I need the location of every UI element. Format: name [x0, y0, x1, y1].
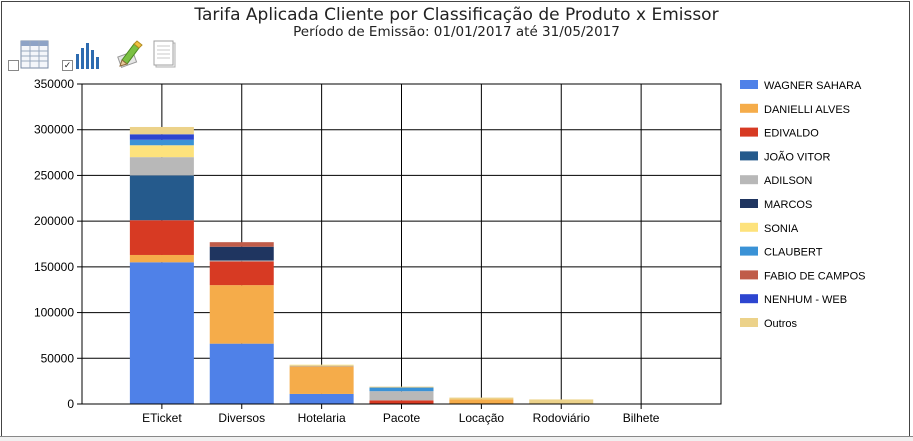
legend-label: ADILSON	[764, 175, 812, 187]
bars	[129, 126, 594, 404]
legend-label: DANIELLI ALVES	[764, 104, 850, 116]
bar-segment	[369, 400, 434, 404]
bar-segment	[529, 399, 594, 404]
legend-swatch	[740, 294, 758, 304]
bar-segment	[129, 145, 194, 158]
table-grid-icon[interactable]	[20, 40, 50, 75]
legend-swatch	[740, 222, 758, 232]
bar-segment	[449, 399, 514, 404]
x-tick-label: Locação	[459, 411, 505, 425]
legend-label: EDIVALDO	[764, 128, 819, 140]
bar-segment	[289, 364, 354, 366]
bar-segment	[129, 220, 194, 255]
bar-segment	[129, 134, 194, 140]
edit-pencil-icon[interactable]	[116, 40, 144, 73]
chart-view-checkbox[interactable]: ✓	[62, 60, 73, 71]
legend-label: JOÃO VITOR	[764, 150, 830, 163]
bar-segment	[209, 242, 274, 247]
bar-segment	[289, 366, 354, 394]
x-tick-label: ETicket	[142, 411, 182, 425]
legend-label: Outros	[764, 318, 798, 330]
bar-chart-icon[interactable]	[74, 40, 104, 75]
legend-swatch	[740, 199, 758, 208]
bar-segment	[369, 391, 434, 401]
chart-title: Tarifa Aplicada Cliente por Classificaçã…	[194, 5, 719, 25]
legend-swatch	[740, 318, 758, 327]
bar-segment	[129, 139, 194, 146]
y-tick-label: 100000	[34, 306, 74, 320]
x-tick-label: Hotelaria	[298, 411, 346, 425]
bar-segment	[369, 386, 434, 388]
y-tick-label: 250000	[34, 168, 74, 182]
bar-segment	[209, 343, 274, 404]
legend-swatch	[740, 270, 758, 280]
y-tick-label: 50000	[41, 351, 75, 365]
legend-label: CLAUBERT	[764, 247, 823, 259]
bar-segment	[449, 397, 514, 400]
bar-segment	[129, 175, 194, 221]
bar-segment	[129, 254, 194, 263]
legend-label: MARCOS	[764, 199, 812, 211]
plot-border	[81, 83, 722, 405]
table-view-checkbox[interactable]	[8, 60, 19, 71]
legend-label: FABIO DE CAMPOS	[764, 270, 865, 282]
x-tick-label: Pacote	[383, 411, 421, 425]
legend-swatch	[740, 80, 758, 89]
bar-segment	[129, 126, 194, 135]
x-tick-label: Bilhete	[623, 411, 660, 425]
bar-segment	[289, 365, 354, 367]
legend-swatch	[740, 103, 758, 113]
legend-label: SONIA	[764, 223, 799, 235]
chart-subtitle: Período de Emissão: 01/01/2017 até 31/05…	[293, 24, 620, 40]
axes: 0 50000 100000 150000 200000 250000 300000 3500…	[34, 77, 722, 425]
document-icon[interactable]	[152, 40, 180, 75]
bar-segment	[289, 393, 354, 404]
bar-segment	[209, 285, 274, 344]
bar-segment	[209, 261, 274, 286]
legend-swatch	[740, 246, 758, 256]
y-tick-label: 350000	[34, 77, 74, 91]
bar-segment	[129, 262, 194, 404]
y-tick-label: 300000	[34, 123, 74, 137]
legend-label: WAGNER SAHARA	[764, 80, 862, 92]
legend: WAGNER SAHARA DANIELLI ALVES EDIVALDO JOÃO …	[740, 80, 865, 330]
x-tick-label: Diversos	[218, 411, 265, 425]
horizontal-scrollbar[interactable]	[0, 436, 913, 441]
legend-swatch	[740, 151, 758, 161]
bar-segment	[209, 260, 274, 262]
bar-segment	[369, 387, 434, 392]
x-tick-label: Rodoviário	[533, 411, 591, 425]
y-tick-label: 150000	[34, 260, 74, 274]
legend-swatch	[740, 127, 758, 137]
y-tick-label: 200000	[34, 214, 74, 228]
legend-label: NENHUM - WEB	[764, 294, 847, 306]
y-tick-label: 0	[67, 397, 74, 411]
bar-segment	[129, 157, 194, 176]
bar-segment	[209, 246, 274, 261]
legend-swatch	[740, 175, 758, 185]
